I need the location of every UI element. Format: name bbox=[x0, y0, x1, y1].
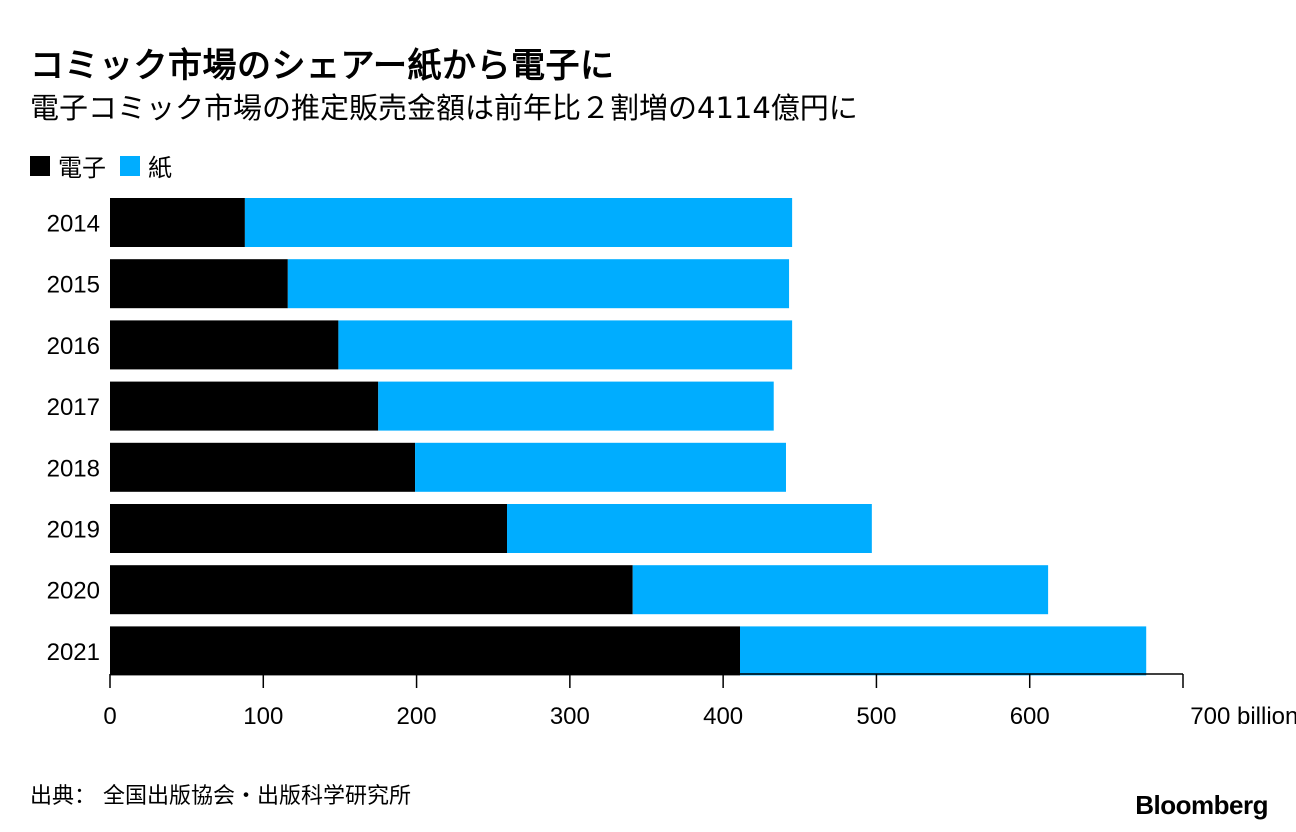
bar-2015-print bbox=[287, 259, 790, 309]
bar-2019-digital bbox=[110, 504, 508, 553]
y-tick-label-2019: 2019 bbox=[47, 517, 100, 544]
bar-chart: 2014 2015 2016 2017 2018 2019 2020 2021 0 100 200 3… bbox=[47, 198, 1296, 730]
chart-title: コミック市場のシェアー紙から電子に bbox=[30, 46, 615, 86]
bloomberg-logo: Bloomberg bbox=[1135, 790, 1268, 820]
legend-label-digital: 電子 bbox=[58, 154, 106, 182]
bar-2021-digital bbox=[110, 626, 741, 676]
bar-2014-digital bbox=[110, 198, 245, 247]
bar-2017-print bbox=[378, 381, 774, 431]
legend-item-print: 紙 bbox=[120, 148, 172, 183]
legend-swatch-digital bbox=[30, 155, 50, 176]
bar-2017-digital bbox=[110, 381, 379, 431]
bar-2018-digital bbox=[110, 442, 416, 492]
y-tick-label-2015: 2015 bbox=[47, 272, 100, 299]
y-tick-label-2021: 2021 bbox=[47, 639, 100, 666]
legend: 電子 紙 bbox=[30, 148, 186, 183]
y-tick-label-2014: 2014 bbox=[47, 211, 100, 238]
bar-2021-print bbox=[740, 626, 1147, 676]
x-tick-label-700: 700 billion yen bbox=[1190, 703, 1296, 730]
bar-2016-print bbox=[338, 320, 793, 370]
bar-2020-print bbox=[632, 565, 1049, 615]
y-tick-label-2020: 2020 bbox=[47, 578, 100, 605]
bar-2018-print bbox=[415, 442, 786, 492]
x-tick-label-200: 200 bbox=[397, 703, 437, 730]
x-tick-label-400: 400 bbox=[703, 703, 743, 730]
x-tick-label-300: 300 bbox=[550, 703, 590, 730]
x-tick-label-100: 100 bbox=[243, 703, 283, 730]
x-tick-label-500: 500 bbox=[856, 703, 896, 730]
x-tick-label-600: 600 bbox=[1010, 703, 1050, 730]
chart-subtitle: 電子コミック市場の推定販売金額は前年比２割増の4114億円に bbox=[30, 91, 858, 125]
y-tick-label-2017: 2017 bbox=[47, 394, 100, 421]
bar-2015-digital bbox=[110, 259, 288, 309]
y-tick-label-2016: 2016 bbox=[47, 333, 100, 360]
bar-2014-print bbox=[244, 198, 793, 247]
legend-swatch-print bbox=[120, 155, 140, 176]
source-note: 出典： 全国出版協会・出版科学研究所 bbox=[30, 784, 411, 809]
bar-2020-digital bbox=[110, 565, 633, 615]
legend-label-print: 紙 bbox=[148, 154, 172, 182]
bar-2019-print bbox=[507, 504, 872, 553]
legend-item-digital: 電子 bbox=[30, 148, 106, 183]
x-tick-label-0: 0 bbox=[103, 703, 116, 730]
y-tick-label-2018: 2018 bbox=[47, 455, 100, 482]
bar-2016-digital bbox=[110, 320, 339, 370]
